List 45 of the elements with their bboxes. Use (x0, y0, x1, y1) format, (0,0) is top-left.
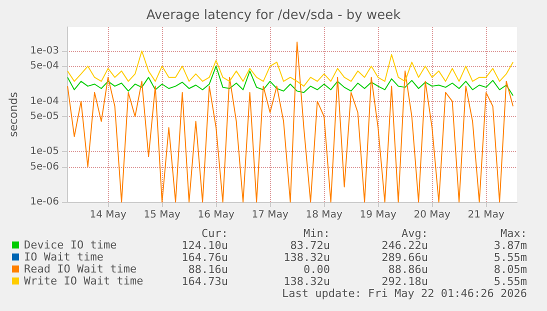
y-tick-label: 5e-05 (30, 110, 59, 122)
text: 8.05m (494, 263, 528, 276)
text: 5.55m (494, 275, 528, 288)
text: 88.86u (388, 263, 428, 276)
x-tick-label: 17 May (252, 210, 288, 220)
text: 88.16u (188, 263, 228, 276)
x-tick-label: 18 May (306, 210, 342, 220)
x-tick-label: 21 May (468, 210, 504, 220)
y-tick-label: 1e-04 (30, 96, 59, 107)
chart-title: Average latency for /dev/sda - by week (146, 8, 402, 23)
text: 5.55m (494, 251, 528, 264)
y-tick-label: 5e-06 (30, 161, 59, 172)
y-tick-label: 1e-05 (30, 146, 59, 158)
text: 3.87m (494, 239, 528, 252)
text: Avg: (402, 227, 428, 240)
legend-label: Device IO time (24, 238, 117, 252)
text: 83.72u (290, 239, 330, 252)
y-tick-label: 1e-06 (30, 196, 59, 208)
text: 246.22u (382, 239, 428, 252)
y-tick-label: 1e-03 (30, 46, 59, 57)
text: Min: (304, 227, 330, 240)
text: 0.00 (304, 263, 330, 276)
text: 124.10u (182, 239, 228, 252)
x-tick-label: 14 May (90, 210, 126, 220)
x-tick-label: 15 May (144, 210, 180, 220)
legend-label: IO Wait time (24, 250, 104, 264)
legend-label: Write IO Wait time (24, 274, 144, 288)
text: 138.32u (284, 275, 330, 288)
text: Cur: (202, 227, 228, 240)
text: 289.66u (382, 251, 428, 264)
line-series (67, 66, 514, 96)
y-axis-title: seconds (7, 92, 20, 137)
line-series (67, 42, 514, 202)
line-series (67, 50, 514, 87)
text: Last update: Fri May 22 01:46:26 2026 (282, 287, 528, 300)
text: 292.18u (382, 275, 428, 288)
text: 138.32u (284, 251, 330, 264)
text: Max: (500, 227, 528, 240)
text: 164.76u (182, 251, 228, 264)
x-tick-label: 16 May (198, 210, 234, 220)
y-tick-label: 5e-04 (30, 60, 59, 72)
x-tick-label: 20 May (414, 210, 450, 220)
legend-label: Read IO Wait time (24, 262, 137, 276)
x-tick-label: 19 May (360, 210, 396, 220)
text: 164.73u (182, 275, 228, 288)
